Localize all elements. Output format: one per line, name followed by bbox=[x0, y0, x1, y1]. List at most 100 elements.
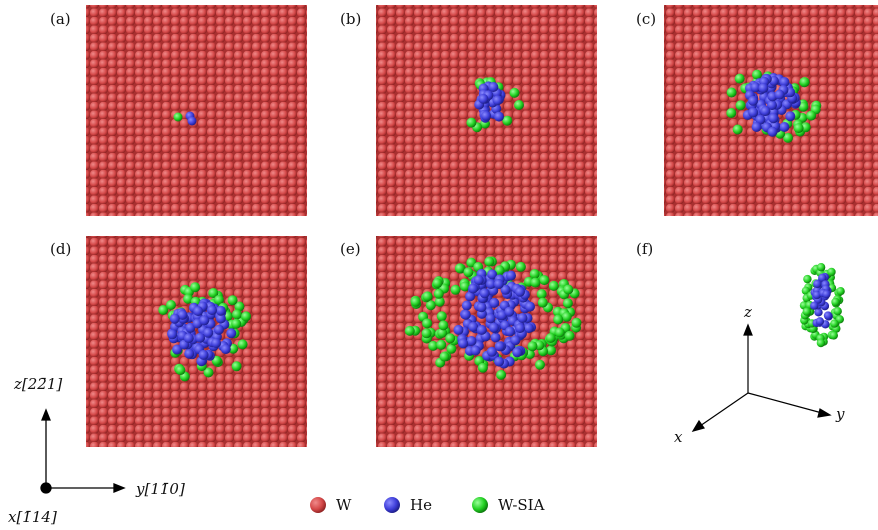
atom bbox=[748, 107, 759, 118]
atom bbox=[734, 73, 745, 84]
atom bbox=[815, 317, 825, 326]
atom bbox=[195, 332, 206, 343]
atom bbox=[799, 77, 810, 88]
atom bbox=[436, 339, 447, 350]
panel-label: (a) bbox=[50, 10, 71, 28]
atom bbox=[231, 318, 242, 329]
axis-label: z bbox=[743, 303, 752, 321]
atom bbox=[428, 340, 439, 351]
atom bbox=[564, 330, 575, 341]
atom bbox=[425, 300, 436, 311]
atom bbox=[548, 280, 559, 291]
atom bbox=[779, 77, 790, 87]
atom bbox=[493, 279, 504, 289]
atom bbox=[823, 311, 833, 320]
atom bbox=[767, 126, 778, 137]
atom bbox=[466, 336, 477, 346]
atom bbox=[436, 311, 447, 322]
atom bbox=[422, 291, 433, 302]
atom bbox=[517, 313, 528, 323]
atom bbox=[537, 297, 548, 308]
atom bbox=[421, 328, 432, 339]
atom bbox=[234, 301, 245, 312]
atom bbox=[536, 289, 547, 299]
atom bbox=[445, 333, 456, 344]
atom bbox=[806, 110, 817, 121]
atom bbox=[506, 270, 516, 281]
atom bbox=[525, 301, 535, 312]
atom bbox=[514, 100, 524, 110]
atom bbox=[458, 338, 469, 349]
atom bbox=[563, 284, 574, 295]
atom bbox=[812, 290, 822, 300]
atom bbox=[496, 369, 507, 380]
atom bbox=[802, 307, 811, 316]
atom bbox=[814, 308, 823, 317]
atom bbox=[203, 367, 214, 378]
atom bbox=[553, 314, 564, 325]
atom bbox=[494, 341, 505, 352]
atom bbox=[193, 306, 204, 317]
axis-line bbox=[747, 392, 823, 414]
atom bbox=[461, 300, 472, 311]
atom bbox=[822, 289, 831, 299]
atom bbox=[545, 333, 556, 343]
atom bbox=[465, 291, 476, 302]
axis-line bbox=[699, 392, 749, 427]
atom bbox=[473, 275, 484, 285]
origin bbox=[40, 482, 52, 494]
atom bbox=[470, 345, 481, 356]
atom bbox=[468, 283, 479, 294]
axis-label: x[1̄14] bbox=[8, 508, 57, 526]
atom bbox=[207, 305, 217, 316]
atom bbox=[831, 297, 840, 307]
atom bbox=[502, 115, 513, 126]
atom bbox=[768, 113, 779, 124]
atom bbox=[173, 112, 183, 122]
atom bbox=[211, 338, 222, 348]
atom bbox=[166, 300, 176, 310]
atom bbox=[183, 333, 194, 344]
atom bbox=[783, 132, 793, 143]
atom bbox=[803, 274, 812, 284]
atom bbox=[562, 298, 573, 309]
atom bbox=[529, 269, 540, 279]
atom bbox=[463, 267, 474, 278]
atom bbox=[454, 263, 465, 274]
arrow-head bbox=[41, 408, 51, 421]
atom bbox=[571, 317, 582, 328]
atom bbox=[726, 108, 737, 118]
atom bbox=[158, 305, 169, 315]
atom bbox=[527, 341, 538, 352]
atom bbox=[466, 117, 477, 128]
atom bbox=[227, 295, 238, 306]
atom bbox=[494, 111, 504, 122]
atom bbox=[816, 338, 826, 348]
atom bbox=[214, 294, 224, 305]
atom bbox=[446, 343, 457, 354]
atom bbox=[523, 323, 534, 334]
atom bbox=[183, 293, 194, 304]
atom bbox=[535, 359, 545, 370]
atom bbox=[515, 286, 525, 297]
atom bbox=[232, 309, 242, 320]
atom bbox=[487, 269, 498, 280]
atom bbox=[438, 320, 449, 331]
atom bbox=[231, 361, 242, 372]
atom bbox=[816, 263, 826, 272]
atom bbox=[755, 114, 766, 125]
axis-label: y bbox=[835, 405, 845, 423]
atom bbox=[489, 297, 500, 308]
atom bbox=[833, 307, 842, 316]
atom bbox=[167, 329, 178, 340]
atom bbox=[177, 309, 188, 320]
atom bbox=[774, 89, 785, 100]
atom bbox=[509, 87, 520, 98]
atom bbox=[554, 327, 565, 338]
atom bbox=[237, 339, 248, 350]
atom bbox=[758, 83, 769, 93]
arrow-head bbox=[113, 483, 126, 493]
atom bbox=[433, 288, 444, 299]
atom bbox=[437, 327, 448, 338]
